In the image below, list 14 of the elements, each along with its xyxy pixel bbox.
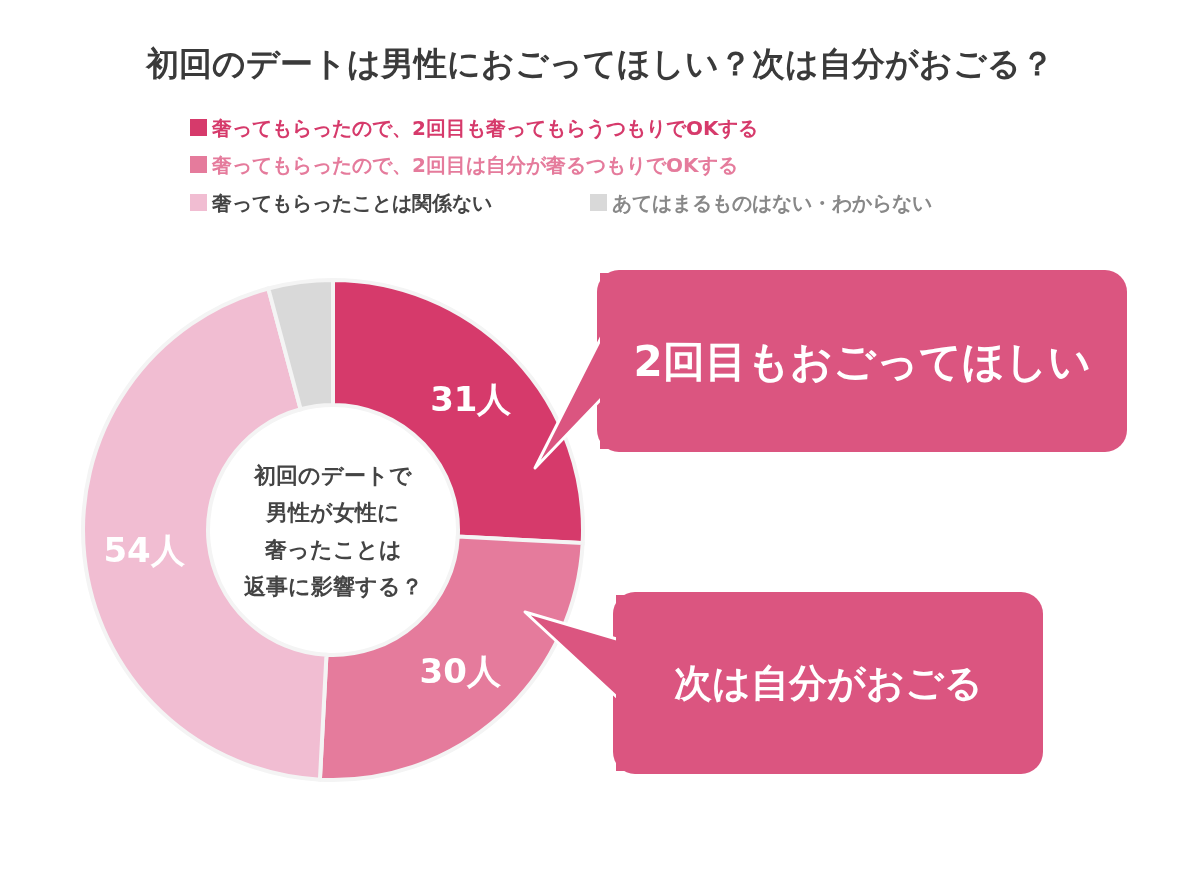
- legend-label: 奢ってもらったことは関係ない: [211, 191, 492, 215]
- text: 次は自分がおごる: [673, 661, 983, 705]
- text: 2回目もおごってほしい: [633, 336, 1091, 386]
- text: 初回のデートで: [253, 462, 412, 488]
- chart-title: 初回のデートは男性におごってほしい？次は自分がおごる？: [145, 44, 1054, 83]
- data-label: 54人: [103, 529, 186, 570]
- legend-label: あてはまるものはない・わからない: [612, 191, 932, 215]
- legend-label: 奢ってもらったので、2回目は自分が奢るつもりでOKする: [211, 153, 739, 177]
- data-label: 30人: [419, 651, 502, 692]
- text: 奢ったことは: [263, 536, 402, 562]
- text: 返事に影響する？: [242, 573, 423, 599]
- legend-label: 奢ってもらったので、2回目も奢ってもらうつもりでOKする: [211, 116, 759, 140]
- text: 男性が女性に: [265, 499, 400, 525]
- data-label: 31人: [430, 379, 513, 420]
